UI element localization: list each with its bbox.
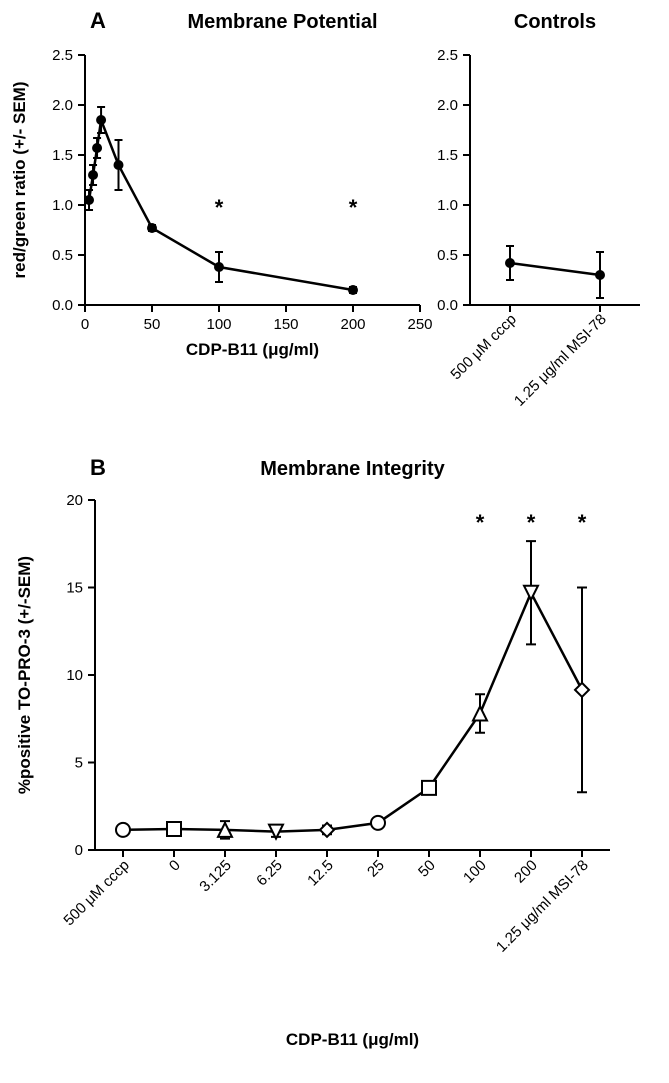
x-tick-label: 1.25 μg/ml MSI-78 bbox=[493, 857, 592, 956]
x-tick-label: 0 bbox=[81, 316, 89, 333]
ctrl-x-tick-label: 1.25 μg/ml MSI-78 bbox=[511, 311, 610, 410]
svg-text:0.0: 0.0 bbox=[437, 297, 458, 314]
y-tick-label: 0 bbox=[75, 842, 83, 859]
panel-letter-a: A bbox=[90, 8, 106, 33]
x-tick-label: 100 bbox=[206, 316, 231, 333]
x-tick-label: 200 bbox=[511, 857, 541, 887]
y-tick-label: 2.0 bbox=[52, 97, 73, 114]
x-tick-label: 25 bbox=[364, 857, 388, 881]
panel-b-title: Membrane Integrity bbox=[260, 458, 445, 480]
significance-star: * bbox=[476, 510, 485, 535]
panel-a-title: Membrane Potential bbox=[187, 11, 377, 33]
y-tick-label: 0.0 bbox=[52, 297, 73, 314]
svg-text:1.5: 1.5 bbox=[437, 147, 458, 164]
svg-text:0.5: 0.5 bbox=[437, 247, 458, 264]
y-tick-label: 1.5 bbox=[52, 147, 73, 164]
x-tick-label: 50 bbox=[415, 857, 439, 881]
significance-star: * bbox=[349, 195, 358, 220]
y-tick-label: 20 bbox=[66, 492, 83, 509]
x-tick-label: 150 bbox=[273, 316, 298, 333]
ctrl-x-tick-label: 500 μM cccp bbox=[447, 311, 519, 383]
x-tick-label: 6.25 bbox=[253, 857, 286, 890]
x-tick-label: 3.125 bbox=[196, 857, 235, 896]
y-tick-label: 0.5 bbox=[52, 247, 73, 264]
significance-star: * bbox=[578, 510, 587, 535]
y-tick-label: 1.0 bbox=[52, 197, 73, 214]
y-tick-label: 5 bbox=[75, 755, 83, 772]
x-tick-label: 12.5 bbox=[304, 857, 337, 890]
series-line bbox=[123, 593, 582, 832]
svg-text:2.0: 2.0 bbox=[437, 97, 458, 114]
x-tick-label: 0 bbox=[166, 857, 184, 875]
x-axis-label: CDP-B11 (μg/ml) bbox=[186, 340, 319, 359]
y-tick-label: 2.5 bbox=[52, 47, 73, 64]
significance-star: * bbox=[215, 195, 224, 220]
y-tick-label: 15 bbox=[66, 580, 83, 597]
svg-text:2.5: 2.5 bbox=[437, 47, 458, 64]
y-tick-label: 10 bbox=[66, 667, 83, 684]
y-axis-label: red/green ratio (+/- SEM) bbox=[10, 82, 29, 279]
x-tick-label: 500 μM cccp bbox=[60, 857, 132, 929]
x-axis-label: CDP-B11 (μg/ml) bbox=[286, 1030, 419, 1049]
x-tick-label: 200 bbox=[340, 316, 365, 333]
panel-a-ctrl-title: Controls bbox=[514, 11, 596, 33]
panel-letter-b: B bbox=[90, 455, 106, 480]
y-axis-label: %positive TO-PRO-3 (+/-SEM) bbox=[15, 556, 34, 794]
x-tick-label: 100 bbox=[460, 857, 490, 887]
x-tick-label: 250 bbox=[407, 316, 432, 333]
svg-text:1.0: 1.0 bbox=[437, 197, 458, 214]
significance-star: * bbox=[527, 510, 536, 535]
x-tick-label: 50 bbox=[144, 316, 161, 333]
